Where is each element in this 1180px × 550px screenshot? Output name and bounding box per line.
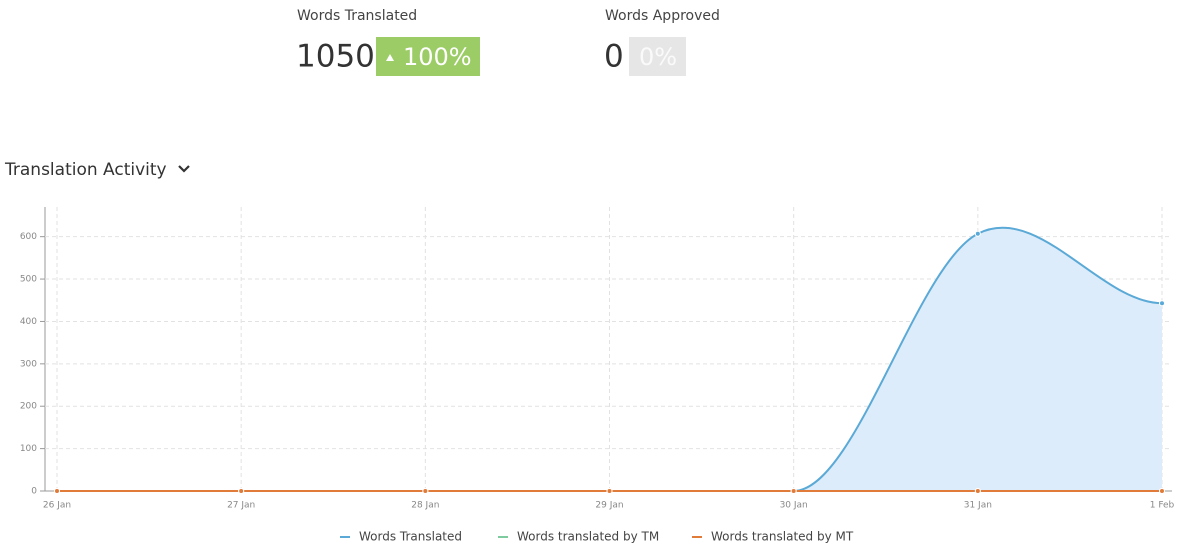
y-tick-label: 600 bbox=[20, 232, 37, 242]
x-tick-label: 29 Jan bbox=[595, 501, 623, 511]
y-tick-label: 200 bbox=[20, 402, 37, 412]
data-point bbox=[1159, 488, 1165, 494]
change-badge bbox=[376, 37, 480, 76]
data-point bbox=[422, 488, 429, 494]
section-title[interactable]: Translation Activity bbox=[4, 160, 167, 180]
data-point bbox=[606, 488, 613, 494]
x-tick-label: 28 Jan bbox=[411, 501, 439, 511]
data-point bbox=[974, 488, 981, 494]
x-tick-label: 1 Feb bbox=[1150, 501, 1175, 511]
y-tick-label: 100 bbox=[20, 444, 37, 454]
stat-label: Words Approved bbox=[605, 8, 720, 24]
dropdown-chevron[interactable] bbox=[178, 165, 190, 173]
stat-change: 0% bbox=[639, 43, 677, 71]
x-tick-label: 30 Jan bbox=[780, 501, 808, 511]
stat-change: 100% bbox=[403, 43, 472, 71]
data-point bbox=[238, 488, 245, 494]
x-tick-label: 26 Jan bbox=[43, 501, 71, 511]
legend-label: Words translated by MT bbox=[711, 530, 854, 544]
area bbox=[57, 227, 1162, 492]
data-point bbox=[1159, 300, 1165, 307]
change-badge bbox=[629, 37, 686, 76]
data-point bbox=[974, 230, 981, 237]
stat-label: Words Translated bbox=[297, 8, 417, 24]
y-tick-label: 300 bbox=[20, 359, 37, 369]
y-tick-label: 0 bbox=[31, 487, 37, 497]
up-arrow bbox=[386, 54, 394, 61]
legend-label: Words Translated bbox=[359, 530, 462, 544]
data-point bbox=[790, 488, 797, 494]
x-tick-label: 31 Jan bbox=[964, 501, 992, 511]
data-point bbox=[54, 488, 60, 494]
stat-value: 1050 bbox=[296, 39, 375, 75]
stat-value: 0 bbox=[604, 39, 624, 75]
y-tick-label: 400 bbox=[20, 317, 37, 327]
legend-label: Words translated by TM bbox=[517, 530, 659, 544]
x-tick-label: 27 Jan bbox=[227, 501, 255, 511]
y-tick-label: 500 bbox=[20, 275, 37, 285]
